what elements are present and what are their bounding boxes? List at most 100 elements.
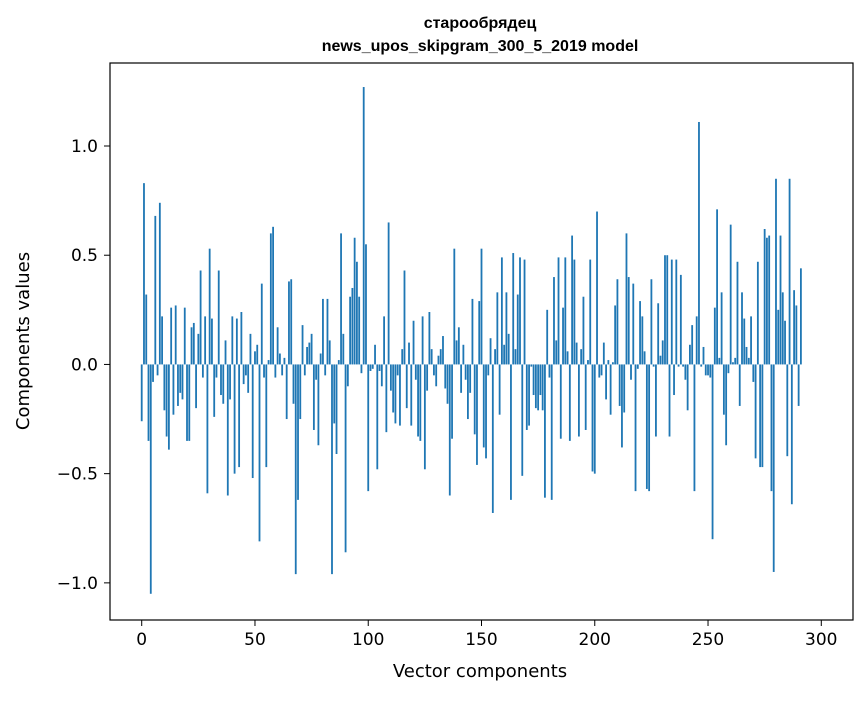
- bar-148: [476, 364, 478, 465]
- bar-140: [457, 327, 460, 365]
- bar-71: [301, 325, 304, 365]
- bar-276: [766, 237, 768, 365]
- bar-69: [297, 364, 299, 500]
- bar-27: [201, 364, 204, 378]
- bar-214: [625, 233, 628, 365]
- bar-113: [396, 364, 399, 376]
- bar-271: [754, 364, 757, 459]
- bar-189: [568, 364, 571, 441]
- bar-63: [283, 357, 286, 365]
- bar-120: [412, 320, 415, 365]
- bar-200: [593, 364, 596, 474]
- bar-51: [256, 344, 259, 365]
- bar-217: [632, 283, 635, 365]
- bar-286: [788, 178, 791, 365]
- x-tick-label: 0: [136, 630, 147, 650]
- bar-226: [652, 364, 655, 367]
- bar-175: [537, 364, 540, 411]
- bar-116: [403, 270, 406, 365]
- bar-25: [197, 333, 200, 365]
- bar-283: [781, 292, 784, 365]
- bar-198: [589, 259, 592, 365]
- bar-17: [179, 364, 182, 393]
- bar-278: [770, 364, 773, 492]
- bar-142: [462, 344, 465, 365]
- bar-280: [775, 178, 777, 365]
- bar-174: [534, 364, 537, 409]
- bar-118: [408, 342, 410, 365]
- bar-48: [249, 333, 252, 365]
- bar-219: [636, 364, 639, 369]
- bar-54: [263, 364, 265, 378]
- y-tick-label: −1.0: [57, 574, 98, 594]
- bar-274: [761, 364, 764, 468]
- bar-202: [598, 364, 601, 378]
- bar-221: [641, 316, 644, 365]
- bar-19: [183, 307, 186, 365]
- bar-38: [226, 364, 229, 496]
- bar-275: [763, 229, 766, 365]
- bar-58: [272, 226, 274, 365]
- y-tick-label: 0.0: [71, 355, 98, 375]
- bar-166: [516, 294, 519, 365]
- bar-130: [435, 364, 438, 387]
- bar-235: [673, 364, 675, 396]
- bar-37: [224, 340, 227, 365]
- bar-39: [229, 364, 231, 400]
- bar-103: [374, 344, 376, 365]
- bar-170: [525, 364, 528, 430]
- bar-52: [258, 364, 261, 542]
- bar-171: [528, 364, 530, 426]
- bar-98: [362, 87, 365, 365]
- bar-104: [376, 364, 379, 470]
- bar-240: [684, 364, 687, 380]
- bar-90: [344, 364, 347, 553]
- bar-121: [414, 364, 417, 380]
- bar-110: [389, 364, 392, 391]
- bar-126: [426, 364, 429, 391]
- bar-172: [530, 364, 533, 367]
- bar-141: [460, 364, 463, 393]
- bar-85: [333, 364, 336, 424]
- bar-208: [611, 362, 614, 365]
- bar-2: [145, 294, 148, 365]
- bar-111: [392, 364, 395, 413]
- bar-218: [634, 364, 637, 492]
- bar-204: [602, 342, 605, 365]
- bar-181: [550, 364, 553, 500]
- bar-114: [399, 364, 401, 426]
- bar-72: [303, 364, 306, 376]
- x-axis-ticks: 0 50 100 150 200 250 300: [136, 620, 838, 650]
- x-tick-label: 150: [465, 630, 497, 650]
- bar-169: [523, 259, 526, 365]
- bar-124: [421, 316, 424, 365]
- bar-186: [562, 307, 564, 365]
- bar-244: [693, 364, 696, 492]
- bar-182: [553, 277, 555, 365]
- bar-59: [274, 364, 277, 378]
- bar-247: [700, 364, 703, 367]
- bar-89: [342, 333, 345, 365]
- bar-284: [784, 320, 786, 365]
- bar-9: [161, 316, 163, 365]
- bar-11: [165, 364, 168, 437]
- bar-210: [616, 279, 619, 365]
- bar-20: [186, 364, 188, 441]
- bar-12: [167, 364, 170, 450]
- bar-106: [380, 364, 383, 387]
- bar-84: [331, 364, 333, 575]
- bar-108: [385, 364, 388, 433]
- bar-80: [322, 298, 324, 365]
- x-tick-label: 50: [244, 630, 266, 650]
- bar-99: [365, 244, 367, 365]
- bar-43: [238, 364, 241, 468]
- bar-248: [702, 346, 705, 365]
- bar-255: [718, 357, 721, 365]
- bar-259: [727, 364, 730, 374]
- bar-270: [752, 364, 755, 382]
- bar-239: [682, 364, 685, 367]
- bar-36: [222, 364, 225, 404]
- bar-125: [423, 364, 426, 470]
- bar-227: [655, 364, 657, 437]
- bar-290: [797, 364, 800, 406]
